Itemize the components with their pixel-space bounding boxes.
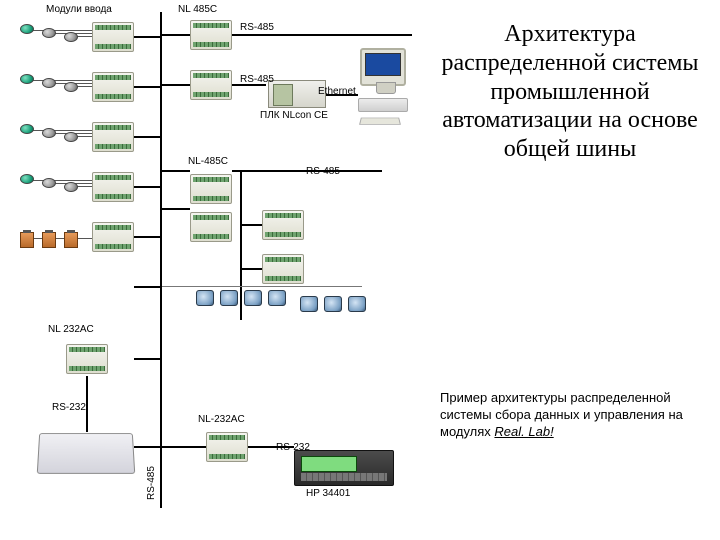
sensor-gray [42,28,56,38]
sensor-gray [64,182,78,192]
caption-link: Real. Lab! [494,424,553,439]
actuator [244,290,262,306]
label-nl232ac_r: NL-232AC [198,414,245,425]
rs485-line [232,34,412,36]
pc-keyboard [359,118,401,125]
sensor-green [20,174,34,184]
label-nl485c_top: NL 485C [178,4,217,15]
bus-stub [134,358,162,360]
io-module-nl485c_b [190,70,232,100]
io-module-nl232ac_r [206,432,248,462]
bus-stub [162,208,190,210]
io-module-m5 [92,222,134,252]
sensor-wire [76,86,92,87]
label-rs485_c: RS-485 [306,166,340,177]
relay [64,232,78,248]
sensor-wire [76,36,92,37]
sensor-gray [64,32,78,42]
relay [42,232,56,248]
io-module-nl485c_mid1 [190,174,232,204]
sensor-wire [76,186,92,187]
bus-stub [162,84,190,86]
actuator [268,290,286,306]
io-module-m3 [92,122,134,152]
rs232-line [86,376,88,432]
actuator [220,290,238,306]
label-modules_input: Модули ввода [46,4,112,15]
pc-monitor [360,48,406,86]
bus-stub [134,286,162,288]
bus-stub [162,170,190,172]
branch-bus-vertical [240,170,242,320]
sensor-wire [32,130,92,131]
actuator [196,290,214,306]
caption: Пример архитектуры распределенной систем… [440,390,710,441]
sensor-wire [32,80,92,81]
sensor-gray [42,178,56,188]
sensor-green [20,24,34,34]
io-module-br1 [262,210,304,240]
bus-stub [134,446,162,448]
label-rs485_b: RS-485 [240,74,274,85]
sensor-gray [42,78,56,88]
sensor-wire [32,30,92,31]
bus-stub [134,86,162,88]
bus-stub [162,34,190,36]
bus-stub [134,236,162,238]
pc-base [358,98,408,112]
bus-stub [134,186,162,188]
bus-stub [134,136,162,138]
sensor-gray [64,132,78,142]
sensor-gray [64,82,78,92]
io-module-nl232ac_l [66,344,108,374]
sensor-green [20,74,34,84]
label-rs485_a: RS-485 [240,22,274,33]
label-rs232_r: RS-232 [276,442,310,453]
label-rs485_vert: RS-485 [146,466,157,500]
hp-34401 [294,450,394,486]
wire [162,286,362,287]
io-module-m2 [92,72,134,102]
label-nl485c_mid: NL-485C [188,156,228,167]
io-module-nl485c_mid2 [190,212,232,242]
bus-stub [134,36,162,38]
label-plc: ПЛК NLcon CE [260,110,328,121]
actuator [348,296,366,312]
bus-stub [242,224,262,226]
label-nl232ac_l: NL 232AC [48,324,94,335]
sensor-green [20,124,34,134]
sensor-wire [32,180,92,181]
bus-stub [242,268,262,270]
relay-wire [78,238,92,239]
actuator [300,296,318,312]
bus-stub [162,446,206,448]
io-module-m1 [92,22,134,52]
io-module-nl485c_top [190,20,232,50]
io-module-m4 [92,172,134,202]
caption-text: Пример архитектуры распределенной систем… [440,390,683,439]
label-ethernet: Ethernet [318,86,356,97]
sensor-wire [76,136,92,137]
page-title: Архитектура распределенной системы промы… [430,20,710,164]
label-rs232_l: RS-232 [52,402,86,413]
sensor-gray [42,128,56,138]
relay [20,232,34,248]
label-hp: HP 34401 [306,488,350,499]
actuator [324,296,342,312]
io-module-br2 [262,254,304,284]
daq-device [37,433,136,474]
